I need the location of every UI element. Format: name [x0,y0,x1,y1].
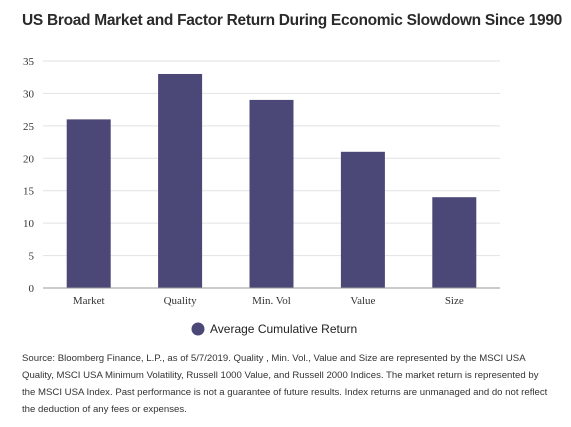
x-tick-label: Size [445,295,464,307]
x-axis-ticks: Market Quality Min. Vol Value Size [73,295,464,307]
bar-market [66,119,111,288]
source-note: Source: Bloomberg Finance, L.P., as of 5… [22,353,548,415]
y-tick-label: 35 [23,56,35,68]
bars [66,73,477,289]
legend: Average Cumulative Return [191,322,357,336]
legend-swatch [191,322,205,336]
bar-quality [158,73,203,288]
x-tick-label: Value [350,295,375,307]
chart-title: US Broad Market and Factor Return During… [22,12,562,29]
y-axis-ticks: 0 5 10 15 20 25 30 35 [23,56,35,295]
y-tick-label: 0 [29,283,35,295]
x-tick-label: Market [73,295,105,307]
y-tick-label: 30 [23,88,35,100]
bar-value [340,151,385,288]
y-tick-label: 15 [23,186,35,198]
x-tick-label: Quality [164,295,197,307]
bar-min-vol [249,99,294,289]
y-tick-label: 25 [23,121,35,133]
x-tick-label: Min. Vol [252,295,291,307]
y-tick-label: 20 [23,153,35,165]
y-tick-label: 5 [29,251,35,263]
bar-size [432,197,477,288]
y-tick-label: 10 [23,218,35,230]
legend-label: Average Cumulative Return [210,322,357,336]
